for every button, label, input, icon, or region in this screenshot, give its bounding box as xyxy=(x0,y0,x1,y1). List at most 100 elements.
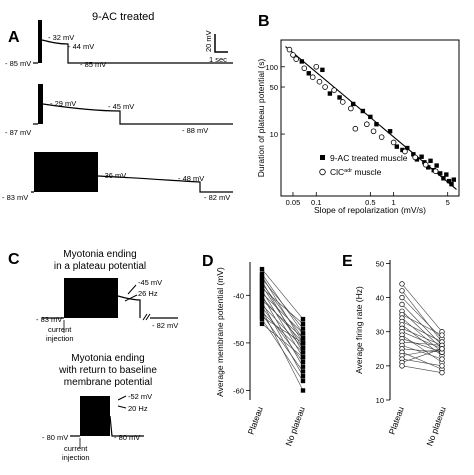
trace-1-right-label: - 85 mV xyxy=(80,60,106,69)
trace-3-peak1-label: - 36 mV xyxy=(100,171,126,180)
panel-b-point-9ac xyxy=(405,145,410,151)
panel-e-point xyxy=(439,363,445,369)
panel-b-point-9ac xyxy=(400,147,405,153)
panel-c-bottom-title-line2: with return to baseline xyxy=(58,365,157,376)
panel-e-point xyxy=(439,356,445,362)
trace-3-line xyxy=(31,175,233,193)
panel-d-point xyxy=(300,316,306,322)
trace-1-peak2-label: - 44 mV xyxy=(68,42,94,51)
panel-e-point xyxy=(439,332,445,338)
panel-b-point-9ac xyxy=(387,129,393,134)
panel-d-point xyxy=(300,364,306,369)
panel-d-point xyxy=(259,274,265,279)
panel-b-ticks: 0.05 0.1 0.5 1 5 10 50 100 xyxy=(265,63,449,207)
panel-b-point-9ac xyxy=(360,108,366,114)
trace-1-peak1-label: - 32 mV xyxy=(48,33,74,42)
panel-d-point xyxy=(300,340,306,346)
panel-c-bottom-inject-line1: current xyxy=(64,444,88,453)
panel-b-point-9ac xyxy=(437,171,443,176)
panel-b: B 0.05 0.1 0.5 1 5 10 50 100 Slope of repolariz… xyxy=(256,13,460,215)
panel-d-pair-line xyxy=(261,290,304,358)
panel-d-point xyxy=(259,314,265,319)
panel-c-top-title-line2: in a plateau potential xyxy=(54,261,146,272)
panel-e: E 10 20 30 40 50 Average firing rate (Hz) Pl… xyxy=(342,253,448,447)
panel-c-top-title-line1: Myotonia ending xyxy=(63,249,136,260)
panel-d-pair-line xyxy=(261,316,304,344)
panel-c-top-arrow-plateau xyxy=(127,284,137,295)
panel-b-point-9ac xyxy=(368,114,373,120)
panel-b-point-clc xyxy=(293,56,299,62)
panel-d-pair-line xyxy=(261,318,304,382)
panel-c-letter: C xyxy=(8,251,20,268)
panel-b-x-tick-label: 0.5 xyxy=(365,198,375,207)
panel-e-pair-line xyxy=(401,358,443,367)
panel-d-pair-line xyxy=(261,299,304,339)
panel-c-top-inject-line2: injection xyxy=(46,334,74,343)
panel-d-point xyxy=(259,295,265,300)
panel-e-y-tick-label: 40 xyxy=(376,294,384,303)
panel-b-point-9ac xyxy=(299,59,304,64)
panel-d-point xyxy=(259,288,265,293)
panel-b-x-tick-label: 0.1 xyxy=(311,198,321,207)
panel-d-point xyxy=(259,312,265,317)
panel-b-point-clc xyxy=(331,87,337,93)
panel-d-point xyxy=(300,369,306,374)
trace-2-left-label: - 87 mV xyxy=(5,128,31,137)
panel-b-point-9ac xyxy=(374,122,379,127)
scale-bar: 20 mV 1 sec xyxy=(204,30,228,64)
legend-label-clc-base: ClC xyxy=(330,167,344,177)
panel-b-point-9ac xyxy=(434,163,439,168)
panel-b-y-tick-label: 50 xyxy=(270,83,278,92)
panel-b-points xyxy=(286,46,457,187)
panel-c-top-freq: 26 Hz xyxy=(138,289,158,298)
panel-b-y-tick-label: 100 xyxy=(265,63,278,72)
panel-e-point xyxy=(399,294,405,301)
panel-c-top-right: - 82 mV xyxy=(152,321,178,330)
panel-d-point xyxy=(259,293,265,298)
panel-d-point xyxy=(259,316,265,322)
panel-e-pair-line xyxy=(401,314,443,336)
panel-e-points xyxy=(399,281,445,376)
trace-2-burst xyxy=(38,84,43,124)
panel-e-pair-line xyxy=(401,321,443,343)
panel-d-point xyxy=(259,305,265,310)
panel-e-point xyxy=(399,288,405,294)
panel-b-x-tick-label: 0.05 xyxy=(286,198,301,207)
panel-b-legend: 9-AC treated muscle ClCadr muscle xyxy=(319,153,408,177)
panel-e-y-tick-label: 30 xyxy=(376,328,384,337)
trace-1: - 85 mV - 32 mV - 44 mV - 85 mV xyxy=(5,20,233,69)
panel-b-point-9ac xyxy=(411,152,416,157)
trace-1-left-label: - 85 mV xyxy=(5,59,31,68)
panel-d-pair-line xyxy=(261,285,304,348)
panel-b-point-9ac xyxy=(350,101,356,107)
panel-e-pair-line xyxy=(401,311,443,349)
panel-b-point-9ac xyxy=(444,172,449,177)
panel-c-top-left: - 83 mV xyxy=(36,315,62,324)
panel-c-bottom-plateau: -52 mV xyxy=(128,392,152,401)
panel-d-pair-line xyxy=(261,302,304,377)
panel-c-bottom-line xyxy=(70,415,144,437)
panel-d-point xyxy=(259,309,265,315)
panel-d-y-tick-label: -60 xyxy=(233,386,244,395)
panel-d-ticks: -40 -50 -60 xyxy=(233,291,250,395)
panel-e-pair-line xyxy=(401,348,443,356)
panel-d-point xyxy=(259,321,265,327)
panel-d-point xyxy=(259,281,265,286)
panel-b-point-clc xyxy=(301,65,308,72)
panel-b-point-clc xyxy=(339,99,346,105)
scale-bar-voltage: 20 mV xyxy=(204,30,213,52)
panel-e-y-tick-label: 20 xyxy=(376,362,384,371)
panel-d-pair-line xyxy=(261,278,304,329)
panel-b-y-tick-label: 10 xyxy=(270,130,278,139)
trace-2-line xyxy=(33,103,233,125)
panel-e-pair-line xyxy=(401,341,443,346)
panel-d-point xyxy=(259,290,265,296)
panel-c-bottom-inject-line2: injection xyxy=(62,453,90,462)
trace-3-burst xyxy=(34,152,98,192)
panel-d-pair-line xyxy=(261,287,304,325)
trace-3-peak2-label: - 48 mV xyxy=(178,174,204,183)
panel-b-point-9ac xyxy=(446,178,452,184)
panel-e-point xyxy=(439,346,445,352)
panel-e-point xyxy=(439,370,445,376)
